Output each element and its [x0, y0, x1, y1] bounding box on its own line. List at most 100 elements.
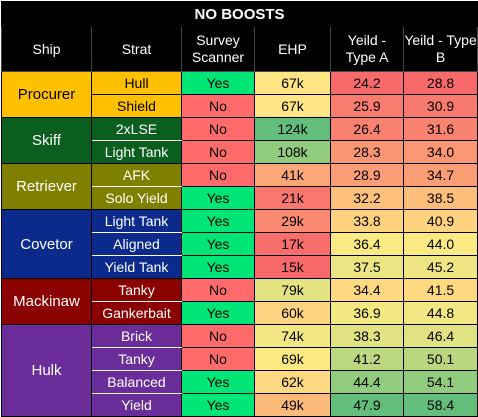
ship-cell: Hulk	[1, 324, 92, 417]
yield-type-a-cell: 38.3	[330, 324, 404, 348]
survey-scanner-cell: Yes	[181, 255, 255, 279]
survey-scanner-cell: Yes	[181, 232, 255, 256]
header-ship: Ship	[1, 26, 92, 72]
ehp-cell: 124k	[254, 117, 331, 141]
header-ehp: EHP	[254, 26, 331, 72]
yield-type-b-cell: 44.8	[402, 301, 478, 325]
survey-scanner-cell: No	[181, 94, 255, 118]
table-row: Hulk Brick No 74k 38.3 46.4	[1, 324, 478, 417]
ehp-cell: 67k	[254, 94, 331, 118]
yield-type-a-cell: 47.9	[330, 393, 404, 417]
ehp-cell: 67k	[254, 71, 331, 95]
strat-cell: Yield	[91, 393, 182, 417]
survey-scanner-cell: Yes	[181, 186, 255, 210]
yield-type-b-cell: 30.9	[402, 94, 478, 118]
survey-scanner-cell: No	[181, 324, 255, 348]
yield-type-a-cell: 36.9	[330, 301, 404, 325]
strat-cell: Solo Yield	[91, 186, 182, 210]
yield-type-b-cell: 54.1	[402, 370, 478, 394]
table-row: Shield No 67k 25.9 30.9	[2, 94, 478, 118]
yield-type-a-cell: 26.4	[330, 117, 404, 141]
ehp-cell: 79k	[254, 278, 331, 302]
yield-type-b-cell: 41.5	[402, 278, 478, 302]
ship-cell: Retriever	[1, 163, 92, 210]
table-row: Balanced Yes 62k 44.4 54.1	[2, 370, 478, 394]
strat-cell: 2xLSE	[91, 117, 182, 141]
header-strat: Strat	[91, 26, 182, 72]
ship-cell: Skiff	[1, 117, 92, 164]
yield-type-a-cell: 34.4	[330, 278, 404, 302]
strat-cell: Shield	[91, 94, 182, 118]
yield-type-a-cell: 41.2	[330, 347, 404, 371]
strat-cell: Yield Tank	[91, 255, 182, 279]
yield-type-a-cell: 32.2	[330, 186, 404, 210]
strat-cell: Aligned	[91, 232, 182, 256]
yield-type-b-cell: 45.2	[402, 255, 478, 279]
yield-type-a-cell: 33.8	[330, 209, 404, 233]
table-title: NO BOOSTS	[0, 1, 478, 27]
table-row: Mackinaw Tanky No 79k 34.4 41.5	[1, 278, 478, 325]
yield-type-b-cell: 50.1	[402, 347, 478, 371]
yield-type-b-cell: 34.0	[402, 140, 478, 164]
yield-type-a-cell: 36.4	[330, 232, 404, 256]
table-row: Yield Tank Yes 15k 37.5 45.2	[2, 255, 478, 279]
table-row: Retriever AFK No 41k 28.9 34.7	[1, 163, 478, 210]
strat-cell: AFK	[91, 163, 182, 187]
ship-cell: Covetor	[1, 209, 92, 279]
survey-scanner-cell: No	[181, 163, 255, 187]
survey-scanner-cell: No	[181, 140, 255, 164]
ehp-cell: 41k	[254, 163, 331, 187]
survey-scanner-cell: No	[181, 347, 255, 371]
table-row: Solo Yield Yes 21k 32.2 38.5	[2, 186, 478, 210]
yield-type-a-cell: 44.4	[330, 370, 404, 394]
ehp-cell: 60k	[254, 301, 331, 325]
survey-scanner-cell: Yes	[181, 370, 255, 394]
survey-scanner-cell: Yes	[181, 209, 255, 233]
ehp-cell: 74k	[254, 324, 331, 348]
strat-cell: Light Tank	[91, 209, 182, 233]
yield-type-b-cell: 44.0	[402, 232, 478, 256]
survey-scanner-cell: No	[181, 117, 255, 141]
title-row: NO BOOSTS	[0, 1, 478, 27]
table-row: Covetor Light Tank Yes 29k 33.8 40.9	[1, 209, 478, 279]
yield-type-b-cell: 58.4	[402, 393, 478, 417]
yield-type-b-cell: 40.9	[402, 209, 478, 233]
strat-cell: Tanky	[91, 347, 182, 371]
yield-type-b-cell: 34.7	[402, 163, 478, 187]
ehp-cell: 17k	[254, 232, 331, 256]
table-row: Aligned Yes 17k 36.4 44.0	[2, 232, 478, 256]
yield-type-a-cell: 28.3	[330, 140, 404, 164]
table-row: Skiff 2xLSE No 124k 26.4 31.6	[1, 117, 478, 164]
yield-type-a-cell: 37.5	[330, 255, 404, 279]
ehp-cell: 62k	[254, 370, 331, 394]
ehp-cell: 69k	[254, 347, 331, 371]
survey-scanner-cell: Yes	[181, 301, 255, 325]
ehp-cell: 49k	[254, 393, 331, 417]
table-row: Yield Yes 49k 47.9 58.4	[2, 393, 478, 417]
ehp-cell: 29k	[254, 209, 331, 233]
yield-type-b-cell: 46.4	[402, 324, 478, 348]
survey-scanner-cell: Yes	[181, 71, 255, 95]
yield-type-b-cell: 28.8	[402, 71, 478, 95]
strat-cell: Hull	[91, 71, 182, 95]
strat-cell: Brick	[91, 324, 182, 348]
ship-cell: Procurer	[1, 71, 92, 118]
strat-cell: Light Tank	[91, 140, 182, 164]
header-survey-scanner: Survey Scanner	[181, 26, 255, 72]
header-yield-type-b: Yeild - Type B	[402, 26, 478, 72]
table-row: Gankerbait Yes 60k 36.9 44.8	[2, 301, 478, 325]
survey-scanner-cell: No	[181, 278, 255, 302]
survey-scanner-cell: Yes	[181, 393, 255, 417]
header-yield-type-a: Yeild - Type A	[330, 26, 404, 72]
table-body: Procurer Hull Yes 67k 24.2 28.8 Shield No 67k 25.…	[1, 71, 478, 417]
yield-type-b-cell: 38.5	[402, 186, 478, 210]
strat-cell: Balanced	[91, 370, 182, 394]
header-row: Ship Strat Survey Scanner EHP Yeild - Ty…	[1, 26, 478, 72]
ehp-cell: 15k	[254, 255, 331, 279]
strat-cell: Gankerbait	[91, 301, 182, 325]
table-row: Procurer Hull Yes 67k 24.2 28.8	[1, 71, 478, 118]
ehp-cell: 108k	[254, 140, 331, 164]
yield-type-a-cell: 28.9	[330, 163, 404, 187]
yield-type-a-cell: 24.2	[330, 71, 404, 95]
